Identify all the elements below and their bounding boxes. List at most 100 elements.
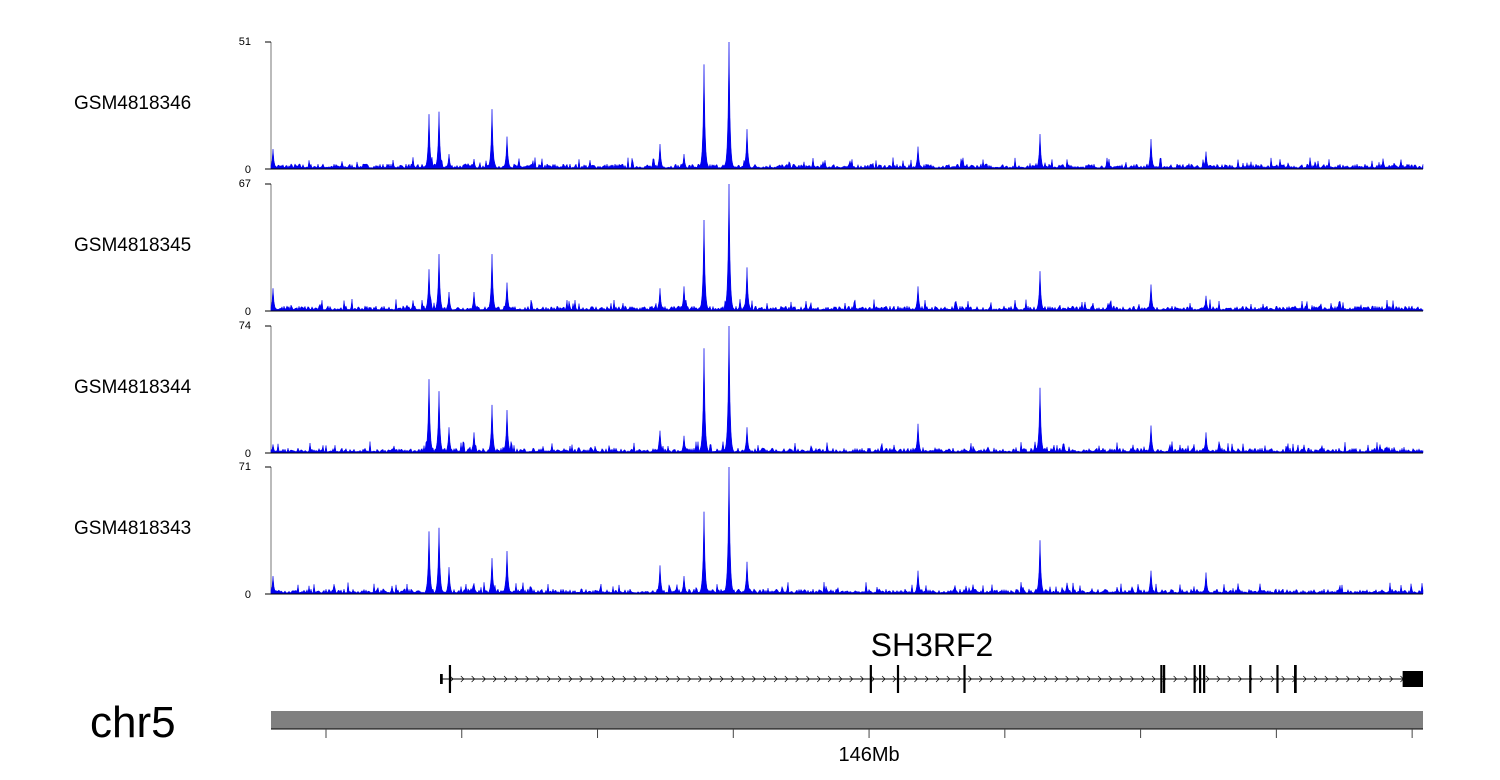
strand-arrow-icon — [935, 675, 940, 683]
strand-arrow-icon — [924, 675, 929, 683]
signal-area — [270, 41, 1424, 170]
strand-arrow-icon — [1119, 675, 1124, 683]
strand-arrow-icon — [665, 675, 670, 683]
track-label: GSM4818345 — [74, 235, 191, 256]
strand-arrow-icon — [827, 675, 832, 683]
strand-arrow-icon — [752, 675, 756, 683]
exon — [896, 665, 900, 693]
track-label: GSM4818346 — [74, 93, 191, 114]
strand-arrow-icon — [1086, 675, 1091, 683]
strand-arrow-icon — [644, 675, 648, 683]
strand-arrow-icon — [471, 675, 476, 683]
track-label: GSM4818344 — [74, 377, 192, 398]
strand-arrow-icon — [622, 675, 627, 683]
strand-arrow-icon — [730, 675, 735, 683]
strand-arrow-icon — [870, 675, 875, 683]
strand-arrow-icon — [838, 675, 843, 683]
strand-arrow-icon — [1227, 675, 1232, 683]
strand-arrow-icon — [773, 675, 778, 683]
strand-arrow-icon — [1238, 675, 1242, 683]
exon — [963, 665, 966, 693]
exon — [1163, 665, 1166, 693]
strand-arrow-icon — [903, 675, 908, 683]
strand-arrow-icon — [536, 675, 540, 683]
strand-arrow-icon — [914, 675, 918, 683]
strand-arrow-icon — [741, 675, 746, 683]
strand-arrow-icon — [1259, 675, 1264, 683]
strand-arrow-icon — [1032, 675, 1037, 683]
strand-arrow-icon — [1140, 675, 1145, 683]
strand-arrow-icon — [1130, 675, 1134, 683]
strand-arrow-icon — [795, 675, 800, 683]
strand-arrow-icon — [1205, 675, 1210, 683]
strand-arrow-icon — [1097, 675, 1102, 683]
chromosome-label: chr5 — [90, 698, 176, 747]
strand-arrow-icon — [968, 675, 972, 683]
strand-arrow-icon — [1108, 675, 1113, 683]
strand-arrow-icon — [881, 675, 886, 683]
exon — [1276, 665, 1279, 693]
strand-arrow-icon — [687, 675, 692, 683]
exon — [1160, 665, 1163, 693]
strand-arrow-icon — [1324, 675, 1329, 683]
strand-arrow-icon — [1054, 675, 1059, 683]
y-max-label: 71 — [239, 461, 251, 473]
strand-arrow-icon — [1389, 675, 1394, 683]
strand-arrow-icon — [525, 675, 530, 683]
strand-arrow-icon — [860, 675, 864, 683]
exon — [440, 674, 443, 684]
y-max-label: 74 — [239, 320, 251, 332]
strand-arrow-icon — [492, 675, 497, 683]
strand-arrow-icon — [611, 675, 616, 683]
gene-label: SH3RF2 — [871, 627, 994, 663]
strand-arrow-icon — [482, 675, 486, 683]
strand-arrow-icon — [1367, 675, 1372, 683]
strand-arrow-icon — [654, 675, 659, 683]
track-GSM4818343: GSM4818343 71 0 — [74, 461, 1424, 601]
exon — [448, 665, 452, 693]
strand-arrow-icon — [546, 675, 551, 683]
strand-arrow-icon — [1043, 675, 1048, 683]
strand-arrow-icon — [1270, 675, 1275, 683]
strand-arrow-icon — [1356, 675, 1361, 683]
y-min-label: 0 — [245, 448, 251, 460]
exon — [1203, 665, 1206, 693]
strand-arrow-icon — [708, 675, 713, 683]
strand-arrow-icon — [579, 675, 584, 683]
strand-arrow-icon — [1184, 675, 1188, 683]
x-tick-label: 146Mb — [838, 744, 899, 766]
strand-arrow-icon — [946, 675, 951, 683]
strand-arrow-icon — [600, 675, 605, 683]
strand-arrow-icon — [557, 675, 562, 683]
exon — [1294, 665, 1297, 693]
y-min-label: 0 — [245, 589, 251, 601]
strand-arrow-icon — [849, 675, 854, 683]
strand-arrow-icon — [957, 675, 962, 683]
strand-arrow-icon — [698, 675, 702, 683]
strand-arrow-icon — [1065, 675, 1070, 683]
track-label: GSM4818343 — [74, 518, 191, 539]
strand-arrow-icon — [1076, 675, 1080, 683]
strand-arrow-icon — [978, 675, 983, 683]
exon — [1249, 665, 1252, 693]
strand-arrow-icon — [989, 675, 994, 683]
strand-arrow-icon — [503, 675, 508, 683]
strand-arrow-icon — [1000, 675, 1005, 683]
strand-arrow-icon — [1151, 675, 1156, 683]
strand-arrow-icon — [784, 675, 789, 683]
strand-arrow-icon — [460, 675, 465, 683]
y-max-label: 51 — [239, 36, 251, 48]
strand-arrow-icon — [816, 675, 821, 683]
strand-arrow-icon — [806, 675, 810, 683]
chromosome-ideogram-bar — [271, 711, 1423, 729]
strand-arrow-icon — [1378, 675, 1383, 683]
strand-arrow-icon — [892, 675, 897, 683]
strand-arrow-icon — [719, 675, 724, 683]
strand-arrow-icon — [1022, 675, 1026, 683]
strand-arrow-icon — [762, 675, 767, 683]
y-min-label: 0 — [245, 164, 251, 176]
strand-arrow-icon — [1194, 675, 1199, 683]
exon — [1402, 671, 1423, 687]
exon — [1198, 665, 1202, 693]
